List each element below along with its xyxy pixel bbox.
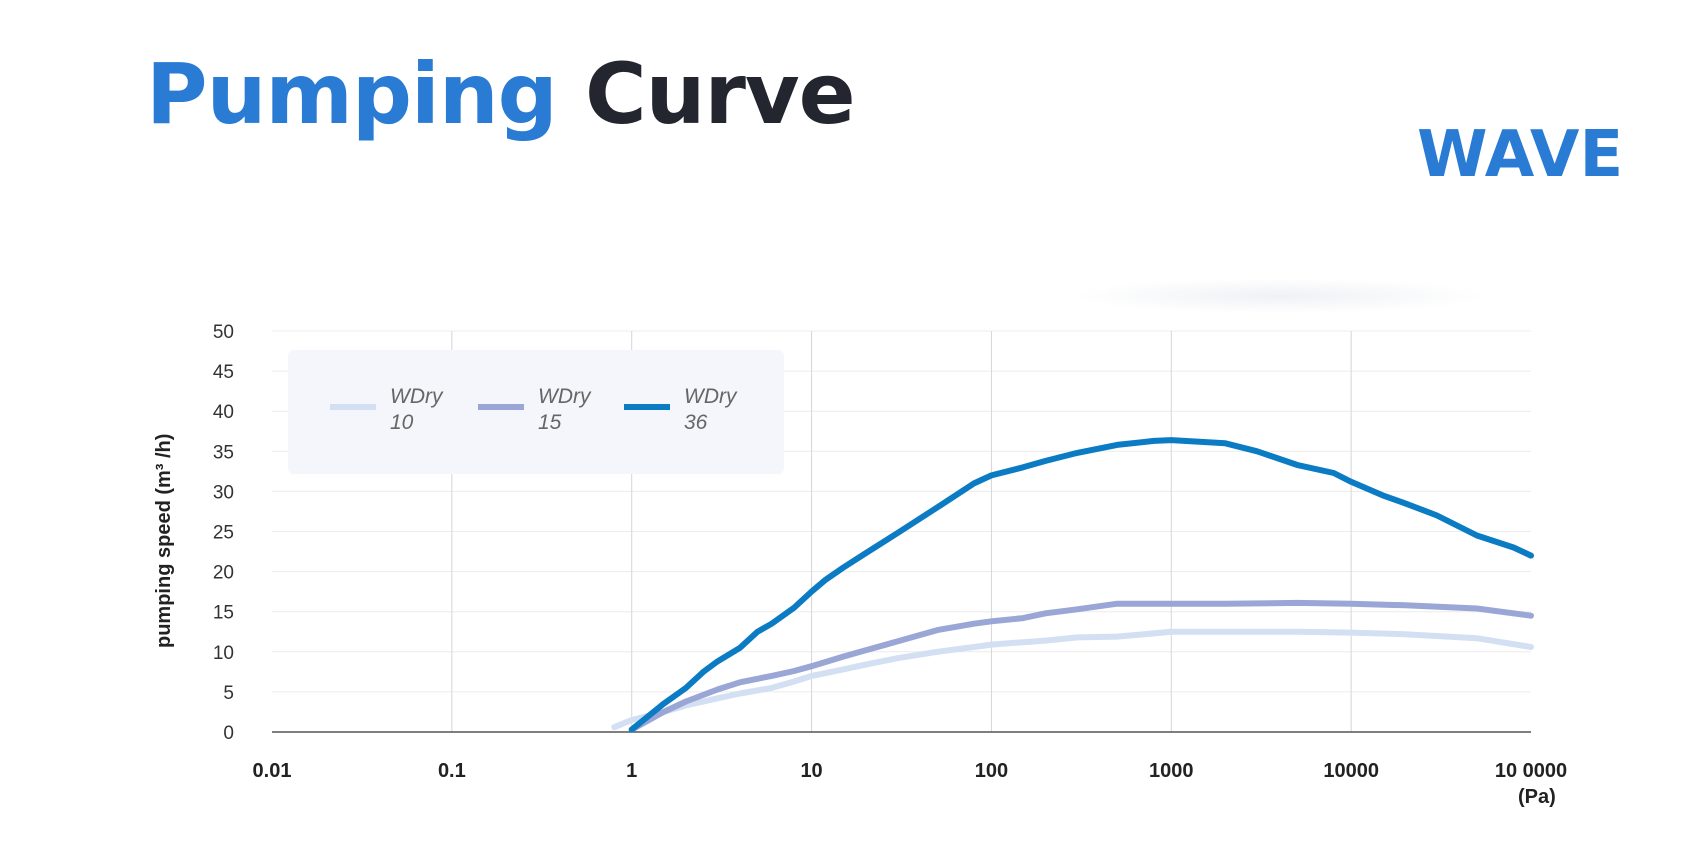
legend-label: WDry 15 xyxy=(538,384,608,436)
x-tick-label: 10 0000 xyxy=(1495,760,1567,782)
legend-label-line1: WDry xyxy=(390,385,443,408)
legend-item-wdry10: WDry 10 xyxy=(330,384,460,436)
x-tick-label: 10000 xyxy=(1323,760,1379,782)
page-title: Pumping Curve xyxy=(146,52,856,136)
legend-label-line1: WDry xyxy=(684,385,737,408)
series-line-wdry36 xyxy=(628,437,1534,733)
background-smudge xyxy=(1070,278,1490,314)
title-part-pumping: Pumping xyxy=(146,45,558,143)
title-part-curve: Curve xyxy=(585,45,856,143)
y-tick-label: 30 xyxy=(213,482,234,503)
x-axis-unit-label: (Pa) xyxy=(1518,786,1556,808)
legend-label-line2: 15 xyxy=(538,411,562,434)
y-tick-label: 40 xyxy=(213,402,234,423)
y-tick-label: 10 xyxy=(213,643,234,664)
y-tick-label: 20 xyxy=(213,563,234,584)
legend-label: WDry 36 xyxy=(684,384,754,436)
legend-label: WDry 10 xyxy=(390,384,460,436)
series-line-wdry10 xyxy=(611,628,1534,731)
x-tick-label: 100 xyxy=(975,760,1008,782)
legend-swatch xyxy=(624,404,670,410)
legend-item-wdry15: WDry 15 xyxy=(478,384,608,436)
x-tick-label: 0.01 xyxy=(253,760,292,782)
y-tick-label: 5 xyxy=(223,683,234,704)
legend-swatch xyxy=(478,404,524,410)
x-tick-label: 1000 xyxy=(1149,760,1194,782)
brand-logo: WAVE xyxy=(1417,118,1624,192)
series-line-wdry15 xyxy=(628,599,1534,733)
chart-legend: WDry 10 WDry 15 WDry 36 xyxy=(288,350,784,474)
legend-label-line2: 10 xyxy=(390,411,414,434)
x-tick-label: 10 xyxy=(800,760,822,782)
y-tick-label: 45 xyxy=(213,362,234,383)
y-tick-label: 50 xyxy=(213,322,234,343)
x-tick-label: 0.1 xyxy=(438,760,466,782)
y-tick-label: 15 xyxy=(213,603,234,624)
legend-label-line2: 36 xyxy=(684,411,708,434)
legend-swatch xyxy=(330,404,376,410)
y-tick-label: 35 xyxy=(213,442,234,463)
legend-label-line1: WDry xyxy=(538,385,591,408)
x-tick-label: 1 xyxy=(626,760,637,782)
y-tick-label: 25 xyxy=(213,523,234,544)
y-tick-label: 0 xyxy=(223,723,234,744)
legend-item-wdry36: WDry 36 xyxy=(624,384,754,436)
y-axis-label: pumping speed (m³ /h) xyxy=(153,433,175,648)
